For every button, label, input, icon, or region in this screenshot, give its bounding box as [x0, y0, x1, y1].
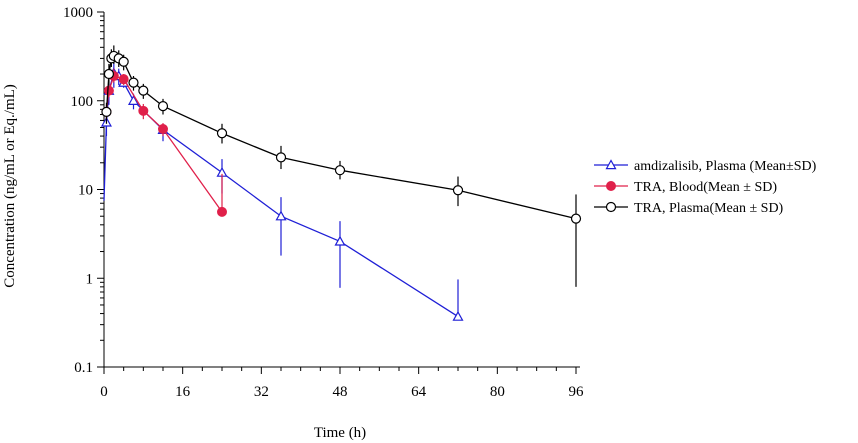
data-point	[216, 128, 228, 139]
legend-label: TRA, Blood(Mean ± SD)	[634, 180, 777, 195]
x-tick-label: 32	[254, 384, 269, 400]
series-2	[101, 45, 582, 287]
series-line	[105, 75, 223, 213]
data-point	[452, 310, 464, 321]
legend-entry-1: TRA, Blood(Mean ± SD)	[594, 180, 777, 195]
x-tick-label: 16	[175, 384, 191, 400]
x-tick-label: 96	[569, 384, 585, 400]
data-point	[275, 152, 287, 163]
legend-label: TRA, Plasma(Mean ± SD)	[634, 201, 784, 216]
y-tick-label: 10	[78, 183, 93, 199]
data-point	[570, 213, 582, 224]
y-tick-label: 100	[71, 94, 94, 110]
data-point	[101, 106, 112, 117]
data-point	[452, 185, 464, 196]
legend: amdizalisib, Plasma (Mean±SD) TRA, Blood(…	[594, 159, 817, 216]
data-point	[138, 85, 149, 96]
data-point	[127, 95, 140, 105]
data-point	[128, 77, 139, 88]
data-point	[158, 124, 168, 135]
data-point	[217, 206, 227, 217]
legend-label: amdizalisib, Plasma (Mean±SD)	[634, 159, 817, 174]
x-tick-label: 0	[100, 384, 108, 400]
legend-marker	[606, 181, 616, 191]
x-axis-title: Time (h)	[314, 425, 366, 441]
data-point	[118, 56, 129, 67]
y-axis-title: Concentration (ng/mL or Eq./mL)	[2, 84, 18, 288]
series-group	[100, 45, 582, 321]
legend-marker	[605, 201, 617, 213]
series-line	[103, 72, 459, 318]
data-point	[118, 74, 129, 85]
y-tick-label: 1	[86, 271, 94, 287]
data-point	[103, 68, 115, 80]
y-tick-label: 1000	[63, 5, 93, 21]
axes: 0 16 32 48 64 80 96 0.1 1 10 100 1000	[63, 5, 584, 400]
legend-entry-2: TRA, Plasma(Mean ± SD)	[594, 201, 784, 216]
data-point	[334, 235, 346, 246]
data-point	[103, 85, 114, 96]
series-line	[105, 55, 577, 220]
data-point	[157, 101, 169, 112]
x-tick-label: 48	[333, 384, 348, 400]
data-point	[275, 210, 287, 221]
x-tick-label: 64	[411, 384, 427, 400]
legend-marker	[605, 159, 617, 170]
y-tick-label: 0.1	[74, 360, 93, 376]
legend-entry-0: amdizalisib, Plasma (Mean±SD)	[594, 159, 817, 174]
data-point	[138, 105, 149, 116]
series-1	[101, 68, 227, 217]
x-tick-label: 80	[490, 384, 505, 400]
data-point	[334, 165, 346, 176]
